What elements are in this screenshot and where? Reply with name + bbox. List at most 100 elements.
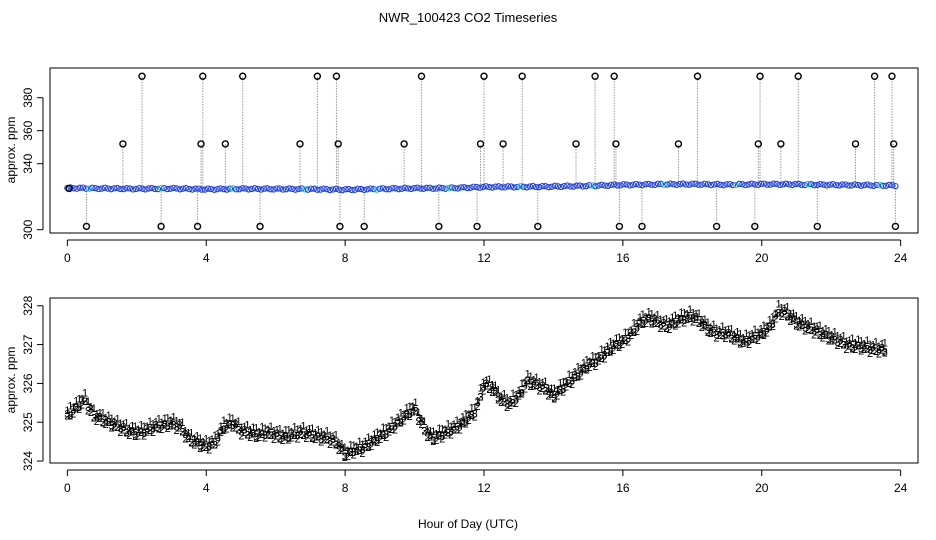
series-2-point: 2	[746, 339, 752, 351]
series-2-point: 2	[722, 333, 728, 345]
series-1-point: 1	[587, 356, 593, 368]
baseline-point	[889, 182, 896, 189]
series-3-point: 3	[604, 344, 610, 356]
bottom-x-tick-label: 16	[616, 481, 630, 495]
series-3: 3333333333333333333333333333333333333333…	[64, 306, 888, 463]
series-2-point: 2	[522, 383, 528, 395]
series-3-point: 3	[879, 343, 885, 355]
series-2-point: 2	[560, 387, 566, 399]
series-2-point: 2	[528, 381, 534, 393]
series-3-point: 3	[315, 431, 321, 443]
baseline-point	[295, 185, 302, 193]
series-2-point: 2	[838, 338, 844, 350]
series-2-point: 2	[415, 416, 421, 428]
series-1-point: 1	[421, 416, 427, 428]
series-3-point: 3	[126, 426, 132, 438]
series-2-point: 2	[188, 438, 194, 450]
series-3-point: 3	[212, 439, 218, 451]
series-2-point: 2	[787, 316, 793, 328]
series-1-point: 1	[767, 315, 773, 327]
series-3-point: 3	[70, 404, 76, 416]
series-2-point: 2	[702, 320, 708, 332]
series-3-point: 3	[823, 329, 829, 341]
series-1-point: 1	[873, 337, 879, 349]
series-2-point: 2	[572, 372, 578, 384]
series-1-point: 1	[303, 425, 309, 437]
baseline-point	[726, 180, 733, 188]
series-3-point: 3	[451, 421, 457, 433]
series-1-point: 1	[64, 405, 70, 417]
series-3-point: 3	[619, 335, 625, 347]
series-2-point: 2	[79, 399, 85, 411]
baseline-point	[314, 186, 321, 193]
series-2-point: 2	[826, 335, 832, 347]
series-1-point: 1	[498, 391, 504, 403]
series-2-point: 2	[811, 330, 817, 342]
baseline-point	[120, 185, 127, 193]
series-1-point: 1	[711, 319, 717, 331]
series-2-point: 2	[870, 345, 876, 357]
series-3-point: 3	[112, 417, 118, 429]
series-1-point: 1	[162, 413, 168, 425]
bottom-y-axis: 324 325 326 327 328	[21, 295, 44, 471]
series-1-point: 1	[492, 380, 498, 392]
series-1-point: 1	[675, 312, 681, 324]
series-1-point: 1	[666, 316, 672, 328]
series-1-point: 1	[114, 413, 120, 425]
series-1-point: 1	[324, 426, 330, 438]
series-1-point: 1	[218, 421, 224, 433]
series-1-point: 1	[764, 321, 770, 333]
series-1-point: 1	[171, 411, 177, 423]
series-3-point: 3	[200, 438, 206, 450]
series-3-point: 3	[525, 375, 531, 387]
series-2-point: 2	[303, 433, 309, 445]
baseline-point	[698, 181, 705, 188]
series-1-point: 1	[784, 302, 790, 314]
series-3-point: 3	[209, 436, 215, 448]
baseline-point	[89, 184, 96, 191]
series-2-point: 2	[94, 416, 100, 428]
series-1-point: 1	[168, 415, 174, 427]
baseline-point	[561, 183, 568, 190]
baseline-point	[342, 186, 349, 193]
baseline-point	[232, 186, 240, 193]
series-3-point: 3	[235, 425, 241, 437]
series-3-point: 3	[85, 402, 91, 414]
bottom-x-tick-label: 12	[477, 481, 491, 495]
series-3-point: 3	[389, 424, 395, 436]
baseline-point	[676, 180, 683, 188]
series-1-point: 1	[235, 416, 241, 428]
series-1-point: 1	[126, 423, 132, 435]
baseline-point	[79, 184, 87, 191]
flagged-point	[851, 140, 860, 148]
baseline-point	[757, 180, 765, 188]
series-2-point: 2	[238, 431, 244, 443]
series-3-point: 3	[578, 366, 584, 378]
series-3-point: 3	[469, 410, 475, 422]
series-3-point: 3	[569, 375, 575, 387]
baseline-point	[514, 183, 521, 191]
series-3-point: 3	[495, 393, 501, 405]
series-3-point: 3	[365, 441, 371, 453]
series-2-point: 2	[354, 446, 360, 458]
series-3-point: 3	[147, 425, 153, 437]
baseline-point	[248, 185, 255, 193]
top-x-tick-label: 4	[203, 251, 210, 265]
series-2-point: 2	[557, 385, 563, 397]
baseline-point	[364, 186, 371, 193]
series-2-point: 2	[277, 433, 283, 445]
baseline-point	[70, 185, 77, 192]
series-3-point: 3	[141, 428, 147, 440]
baseline-point	[532, 183, 540, 191]
series-1-point: 1	[743, 328, 749, 340]
series-1-point: 1	[625, 327, 631, 339]
series-2-point: 2	[76, 404, 82, 416]
series-2-point: 2	[879, 344, 885, 356]
series-2-point: 2	[628, 330, 634, 342]
series-2-point: 2	[70, 409, 76, 421]
series-1-point: 1	[669, 312, 675, 324]
series-2-point: 2	[114, 422, 120, 434]
series-2-point: 2	[327, 439, 333, 451]
series-2-point: 2	[711, 327, 717, 339]
baseline-point	[829, 181, 837, 188]
